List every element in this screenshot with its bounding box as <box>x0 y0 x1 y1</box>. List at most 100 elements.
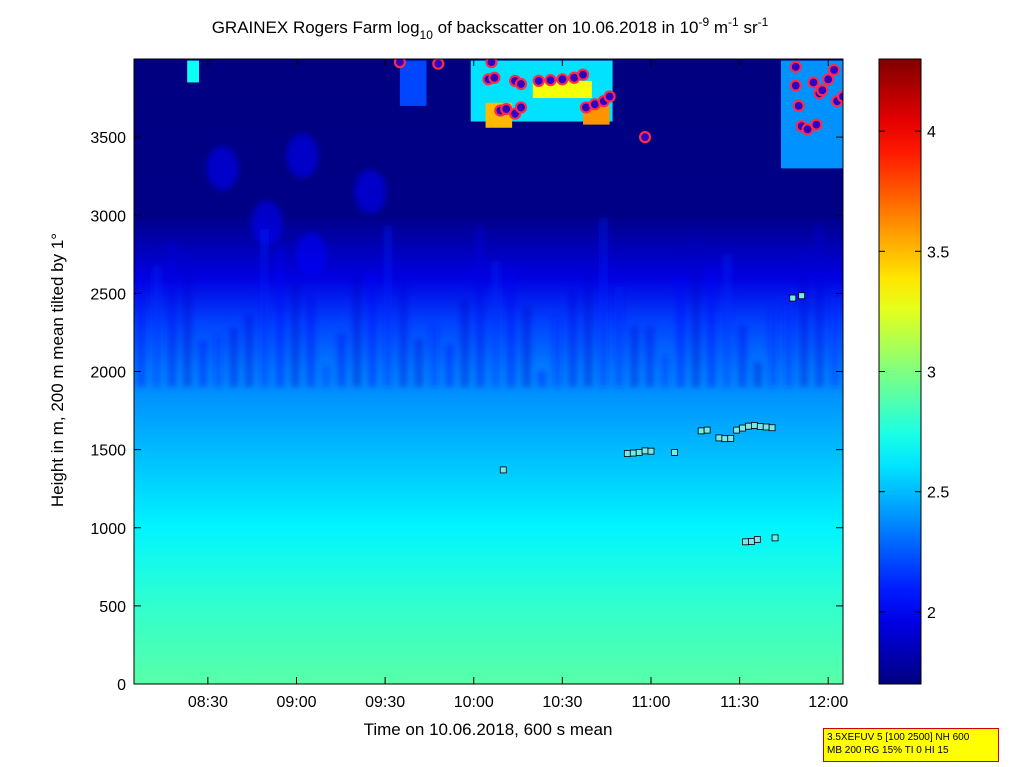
layer-marker <box>697 427 705 435</box>
layer-marker <box>745 422 752 430</box>
texture-streak <box>337 333 347 388</box>
texture-streak <box>722 254 732 388</box>
x-tick-label: 11:30 <box>720 694 759 711</box>
texture-streak <box>244 314 254 388</box>
texture-streak <box>383 225 393 388</box>
layer-marker <box>768 424 776 432</box>
x-axis: 08:30 09:00 09:30 10:00 10:30 11:00 11:30 12:00 <box>188 59 848 711</box>
cloud-marker <box>556 73 569 86</box>
layer-marker <box>789 294 797 302</box>
texture-streak <box>444 344 454 388</box>
colorbar-tick-label: 3.5 <box>927 244 949 261</box>
texture-streak <box>213 335 223 388</box>
chart-title: GRAINEX Rogers Farm log10 of backscatter… <box>212 15 769 42</box>
texture-streak <box>398 267 408 388</box>
colorbar-tick-label: 2 <box>927 605 936 622</box>
plot-area <box>134 59 843 684</box>
texture-streak <box>568 289 578 388</box>
cloud-block <box>187 60 199 83</box>
colorbar-tick-label: 3 <box>927 365 936 382</box>
cloud-marker <box>810 118 823 131</box>
texture-streak <box>676 279 686 388</box>
texture-patch <box>250 201 283 246</box>
texture-streak <box>660 355 670 388</box>
texture-streak <box>429 324 439 388</box>
x-axis-label: Time on 10.06.2018, 600 s mean <box>364 720 613 739</box>
info-line-1: 3.5XEFUV 5 [100 2500] NH 600 <box>827 732 970 743</box>
texture-streak <box>784 304 794 388</box>
texture-streak <box>814 223 824 388</box>
texture-patch <box>286 133 319 178</box>
cloud-marker <box>532 74 545 87</box>
layer-marker <box>671 449 679 456</box>
layer-marker <box>733 426 741 434</box>
texture-streak <box>506 267 516 388</box>
cloud-marker <box>792 99 805 112</box>
info-box: 3.5XEFUV 5 [100 2500] NH 600 MB 200 RG 1… <box>823 728 999 762</box>
circle-markers <box>393 59 843 144</box>
layer-marker <box>753 536 761 543</box>
cloud-marker <box>822 73 835 86</box>
texture-streak <box>645 326 655 388</box>
texture-streak <box>229 327 239 388</box>
cloud-marker <box>488 71 501 84</box>
colorbar-ticks: 2 2.5 3 3.5 4 <box>879 124 949 622</box>
texture-streak <box>136 269 146 388</box>
layer-marker <box>703 426 711 434</box>
y-axis: 0 500 1000 1500 2000 2500 3000 3500 <box>90 130 843 694</box>
texture-streak <box>552 316 562 388</box>
texture-streak <box>614 286 624 388</box>
cloud-marker <box>807 76 820 89</box>
texture-streak <box>830 298 840 388</box>
texture-streak <box>799 248 809 388</box>
texture-streak <box>753 362 763 388</box>
texture-streak <box>583 265 593 388</box>
texture-streak <box>537 370 547 388</box>
x-tick-label: 12:00 <box>808 694 848 711</box>
heatmap-texture <box>136 133 840 388</box>
layer-marker <box>748 538 755 545</box>
cloud-marker <box>485 59 498 69</box>
layer-marker <box>756 423 764 430</box>
layer-marker <box>647 447 655 455</box>
texture-streak <box>475 226 485 388</box>
layer-marker <box>771 534 779 542</box>
texture-streak <box>352 274 362 388</box>
layer-marker <box>739 424 746 432</box>
cloud-marker <box>638 131 652 144</box>
x-tick-label: 11:00 <box>632 694 671 711</box>
texture-streak <box>152 266 162 388</box>
texture-streak <box>691 237 701 388</box>
texture-streak <box>182 250 192 388</box>
y-tick-label: 3000 <box>90 208 126 225</box>
layer-marker <box>641 447 649 455</box>
texture-streak <box>198 340 208 388</box>
cloud-marker <box>432 59 445 70</box>
layer-marker <box>635 449 643 456</box>
colorbar <box>879 59 921 684</box>
texture-streak <box>167 242 177 388</box>
cloud-marker <box>393 59 406 69</box>
texture-streak <box>522 306 532 388</box>
colorbar-tick-label: 4 <box>927 124 936 141</box>
square-markers <box>499 292 806 546</box>
layer-marker <box>721 435 729 443</box>
y-tick-label: 0 <box>117 677 126 694</box>
texture-streak <box>599 217 609 388</box>
texture-streak <box>460 299 470 388</box>
cloud-marker <box>836 90 843 103</box>
colorbar-tick-label: 2.5 <box>927 485 949 502</box>
texture-streak <box>275 246 285 388</box>
cloud-marker <box>789 79 802 92</box>
cloud-marker <box>816 84 829 97</box>
layer-marker <box>742 538 749 546</box>
cloud-marker <box>789 60 802 73</box>
y-tick-label: 2500 <box>90 286 126 303</box>
cloud-marker <box>828 63 841 77</box>
texture-streak <box>290 283 300 388</box>
y-tick-label: 1000 <box>90 521 126 538</box>
layer-marker <box>762 423 770 431</box>
heatmap-field <box>134 59 843 684</box>
texture-streak <box>491 261 501 388</box>
